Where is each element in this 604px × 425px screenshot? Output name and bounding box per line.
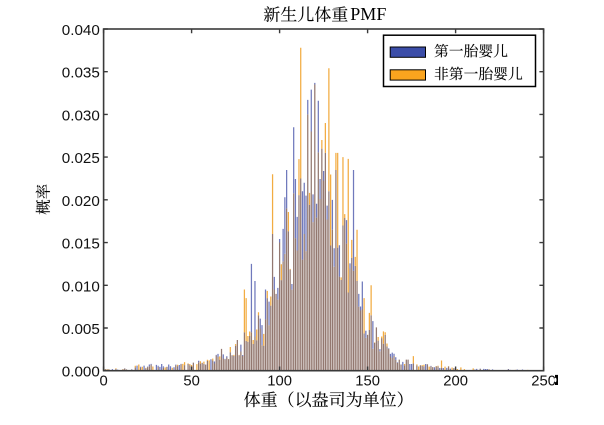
svg-text:150: 150 bbox=[355, 373, 380, 389]
svg-text:250: 250 bbox=[531, 373, 556, 389]
svg-text:100: 100 bbox=[267, 373, 292, 389]
svg-text:0.020: 0.020 bbox=[62, 193, 100, 210]
svg-text:0.030: 0.030 bbox=[62, 107, 100, 124]
svg-text:0.005: 0.005 bbox=[62, 321, 100, 338]
svg-text:0.025: 0.025 bbox=[62, 150, 100, 167]
svg-text:0.000: 0.000 bbox=[62, 364, 100, 381]
svg-text:0.035: 0.035 bbox=[62, 65, 100, 82]
svg-text:0: 0 bbox=[99, 373, 107, 389]
svg-text:PMF: PMF bbox=[350, 4, 386, 24]
svg-text:0.015: 0.015 bbox=[62, 236, 100, 253]
svg-text:0.040: 0.040 bbox=[62, 22, 100, 39]
svg-text:50: 50 bbox=[183, 373, 199, 389]
svg-text:0.010: 0.010 bbox=[62, 278, 100, 295]
svg-text:200: 200 bbox=[443, 373, 468, 389]
